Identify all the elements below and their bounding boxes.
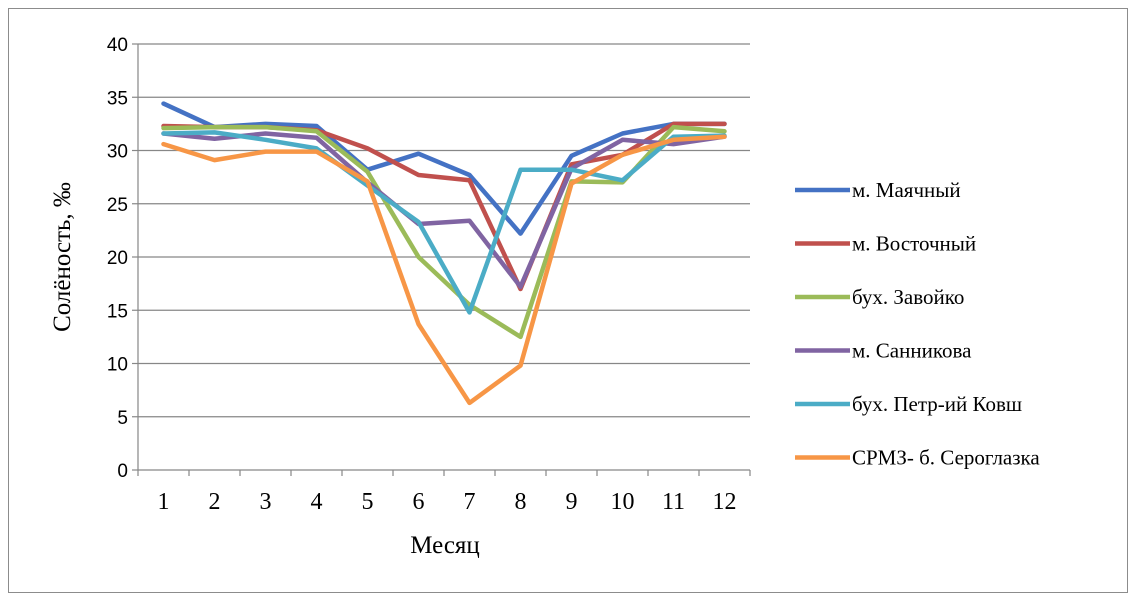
x-tick-label: 5 (362, 489, 374, 515)
chart-frame (8, 8, 1128, 593)
legend: м. Маячный м. Восточный бух. Завойко м. Сан… (795, 178, 1040, 470)
y-axis-title: Солёность, ‰ (49, 182, 76, 332)
x-axis-title: Месяц (410, 532, 480, 559)
legend-label: бух. Завойко (852, 285, 964, 309)
legend-label: бух. Петр-ий Ковш (852, 392, 1022, 416)
axes (132, 43, 751, 476)
y-tick-labels: 0 5 10 15 20 25 30 35 40 (107, 35, 128, 482)
x-tick-label: 11 (662, 489, 685, 515)
legend-label: м. Маячный (852, 178, 961, 202)
gridlines (138, 43, 750, 418)
y-tick-label: 5 (117, 408, 128, 429)
y-tick-label: 0 (117, 461, 128, 482)
legend-label: м. Санникова (852, 339, 972, 363)
y-tick-label: 10 (107, 355, 128, 376)
y-tick-label: 15 (107, 301, 128, 322)
series-line-1 (161, 101, 727, 236)
x-tick-label: 2 (209, 489, 221, 515)
x-tick-label: 4 (311, 489, 323, 515)
x-tick-label: 6 (413, 489, 425, 515)
x-tick-label: 1 (158, 489, 170, 515)
series-line-4 (161, 131, 727, 290)
y-tick-label: 40 (107, 35, 128, 56)
y-tick-label: 25 (107, 195, 128, 216)
series-line-6 (161, 134, 727, 406)
y-tick-label: 20 (107, 248, 128, 269)
x-tick-label: 8 (515, 489, 527, 515)
series-line-5 (161, 130, 727, 315)
x-tick-label: 3 (260, 489, 272, 515)
legend-label: м. Восточный (852, 232, 976, 256)
legend-label: СРМЗ- б. Сероглазка (852, 446, 1040, 470)
x-tick-label: 12 (713, 489, 737, 515)
y-tick-label: 35 (107, 88, 128, 109)
x-tick-label: 7 (464, 489, 476, 515)
series-line-3 (161, 124, 727, 340)
x-tick-label: 9 (566, 489, 578, 515)
series-lines (161, 101, 727, 406)
y-tick-label: 30 (107, 142, 128, 163)
x-tick-label: 10 (611, 489, 635, 515)
x-tick-labels: 1 2 3 4 5 6 7 8 9 10 11 12 (158, 489, 737, 515)
